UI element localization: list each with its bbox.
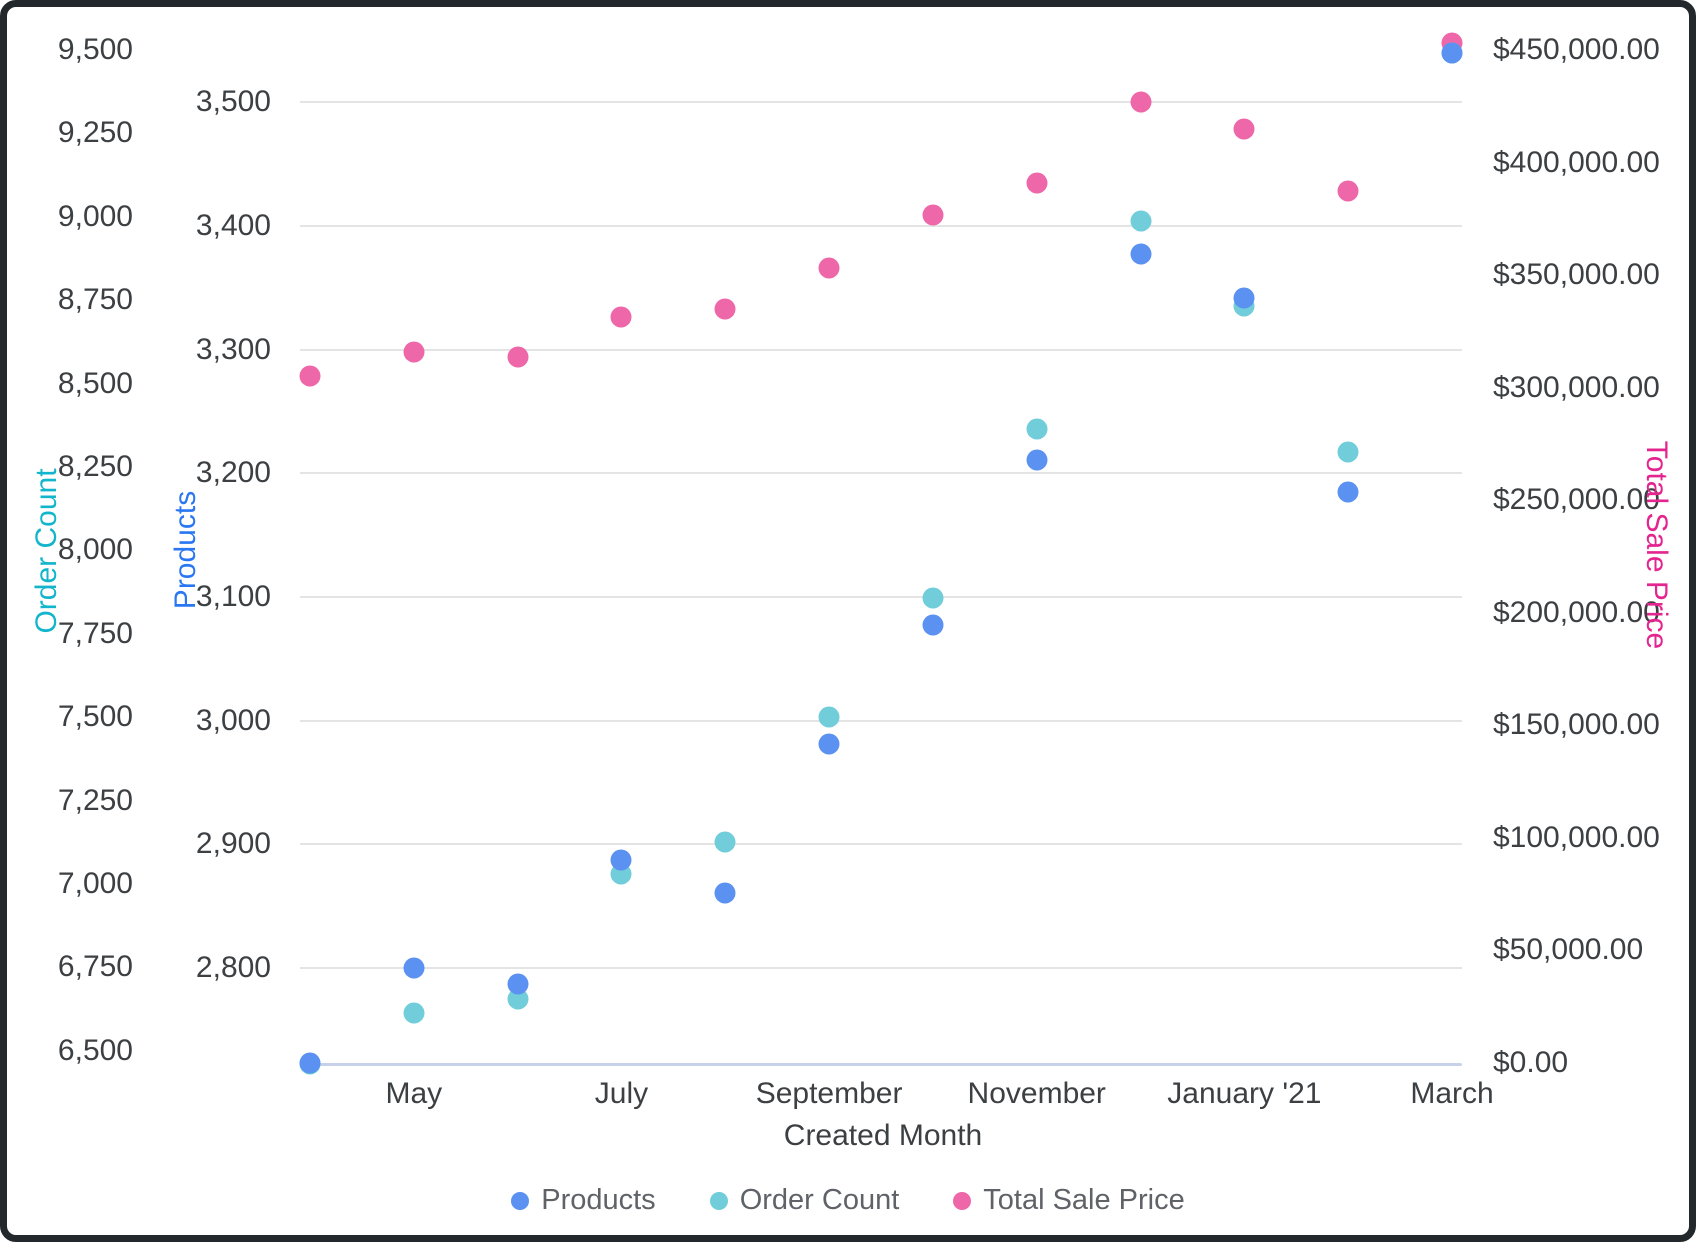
point-products-september20[interactable]	[818, 733, 840, 755]
total-sale-price-tick-label: $50,000.00	[1493, 933, 1644, 967]
order-count-tick-label: 7,500	[57, 700, 133, 734]
products-tick-label: 3,500	[195, 85, 271, 119]
x-tick-label: May	[385, 1077, 443, 1110]
legend-item-total-sale-price[interactable]: Total Sale Price	[953, 1186, 1185, 1215]
gridline	[300, 843, 1462, 846]
order-count-tick-label: 7,250	[57, 783, 133, 817]
total-sale-price-tick-label: $100,000.00	[1493, 820, 1660, 854]
x-tick-label: September	[755, 1077, 903, 1110]
products-tick-label: 3,400	[195, 208, 271, 242]
point-total-sale-price-june20[interactable]	[507, 346, 529, 368]
products-axis-title: Products	[169, 490, 202, 610]
total-sale-price-tick-label: $350,000.00	[1493, 258, 1660, 292]
point-total-sale-price-august20[interactable]	[714, 298, 736, 320]
point-products-may20[interactable]	[403, 957, 425, 979]
x-tick-label: March	[1410, 1077, 1494, 1110]
legend-dot-icon	[953, 1191, 972, 1210]
point-total-sale-price-september20[interactable]	[818, 257, 840, 279]
point-total-sale-price-april20[interactable]	[299, 365, 321, 387]
total-sale-price-tick-label: $450,000.00	[1493, 33, 1660, 66]
order-count-tick-label: 9,000	[57, 199, 133, 233]
legend-item-label: Order Count	[739, 1184, 900, 1216]
point-products-october20[interactable]	[922, 614, 944, 636]
order-count-axis-title: Order Count	[30, 468, 63, 634]
point-order-count-may20[interactable]	[403, 1002, 425, 1024]
total-sale-price-tick-label: $200,000.00	[1493, 595, 1660, 629]
gridline	[300, 101, 1462, 104]
products-tick-label: 3,100	[195, 580, 271, 614]
x-axis-line	[300, 1063, 1462, 1066]
order-count-tick-label: 8,250	[57, 450, 133, 483]
point-total-sale-price-may20[interactable]	[403, 341, 425, 363]
x-tick-label: January '21	[1167, 1077, 1322, 1110]
point-order-count-october20[interactable]	[922, 587, 944, 609]
total-sale-price-tick-label: $400,000.00	[1493, 145, 1660, 179]
gridline	[300, 224, 1462, 227]
products-tick-label: 2,900	[195, 827, 271, 861]
x-axis-title: Created Month	[783, 1119, 983, 1152]
gridline	[300, 719, 1462, 722]
gridline	[300, 596, 1462, 599]
point-products-december20[interactable]	[1130, 243, 1152, 265]
order-count-tick-label: 9,250	[57, 116, 133, 150]
total-sale-price-axis-title: Total Sale Price	[1640, 440, 1673, 650]
products-tick-label: 3,200	[195, 456, 271, 490]
point-order-count-december20[interactable]	[1130, 210, 1152, 232]
point-total-sale-price-july20[interactable]	[610, 306, 632, 328]
x-tick-label: November	[967, 1077, 1106, 1110]
total-sale-price-tick-label: $0.00	[1493, 1045, 1569, 1079]
point-products-april20[interactable]	[299, 1052, 321, 1074]
point-products-august20[interactable]	[714, 882, 736, 904]
x-tick-label: July	[594, 1077, 649, 1110]
order-count-tick-label: 7,750	[57, 616, 133, 650]
order-count-tick-label: 8,500	[57, 366, 133, 400]
point-total-sale-price-november20[interactable]	[1026, 172, 1048, 194]
order-count-tick-label: 9,500	[57, 33, 133, 66]
order-count-tick-label: 7,000	[57, 867, 133, 900]
order-count-tick-label: 6,750	[57, 950, 133, 984]
products-tick-label: 3,000	[195, 703, 271, 737]
point-products-november20[interactable]	[1026, 449, 1048, 471]
legend-item-products[interactable]: Products	[511, 1184, 656, 1216]
point-products-july20[interactable]	[610, 849, 632, 871]
point-order-count-november20[interactable]	[1026, 418, 1048, 440]
point-products-february21[interactable]	[1337, 481, 1359, 503]
point-total-sale-price-january21[interactable]	[1233, 118, 1255, 140]
order-count-tick-label: 8,750	[57, 283, 133, 317]
products-tick-label: 3,300	[195, 332, 271, 366]
products-tick-label: 2,800	[195, 951, 271, 985]
point-products-june20[interactable]	[507, 973, 529, 995]
gridline	[300, 348, 1462, 351]
point-order-count-june20[interactable]	[507, 988, 529, 1010]
point-products-march21[interactable]	[1441, 42, 1463, 64]
point-total-sale-price-october20[interactable]	[922, 204, 944, 226]
legend-dot-icon	[511, 1191, 530, 1210]
legend-dot-icon	[709, 1191, 728, 1210]
legend-item-order-count[interactable]: Order Count	[709, 1184, 900, 1216]
point-order-count-august20[interactable]	[714, 831, 736, 853]
gridline	[300, 967, 1462, 970]
point-order-count-september20[interactable]	[818, 706, 840, 728]
total-sale-price-tick-label: $250,000.00	[1493, 483, 1660, 517]
legend-item-label: Total Sale Price	[983, 1184, 1185, 1216]
order-count-tick-label: 8,000	[57, 533, 133, 567]
order-count-tick-label: 6,500	[57, 1033, 133, 1067]
point-total-sale-price-december20[interactable]	[1130, 91, 1152, 113]
total-sale-price-tick-label: $300,000.00	[1493, 370, 1660, 404]
gridline	[300, 472, 1462, 475]
legend: Products Order Count Total Sale Price	[7, 1184, 1689, 1216]
point-total-sale-price-february21[interactable]	[1337, 180, 1359, 202]
total-sale-price-tick-label: $150,000.00	[1493, 708, 1660, 742]
point-order-count-february21[interactable]	[1337, 441, 1359, 463]
legend-item-label: Products	[541, 1184, 656, 1216]
point-products-january21[interactable]	[1233, 287, 1255, 309]
